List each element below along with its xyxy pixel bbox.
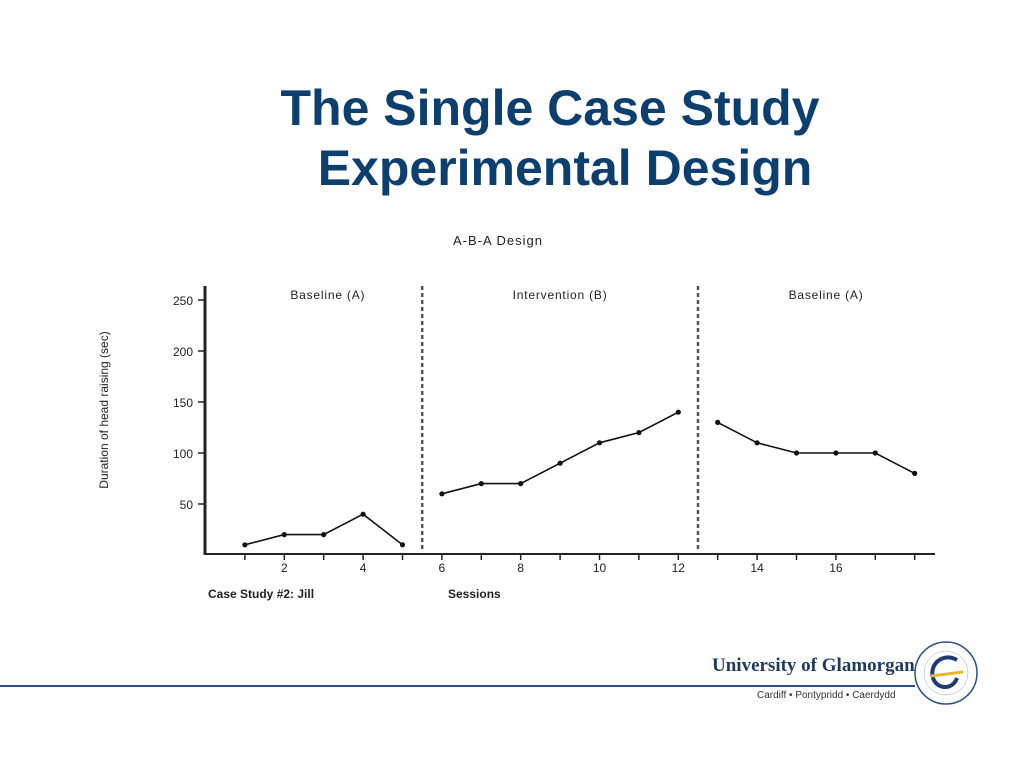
data-point bbox=[596, 440, 603, 446]
x-tick-label: 6 bbox=[439, 561, 446, 575]
data-point bbox=[439, 491, 445, 497]
y-tick-label: 100 bbox=[173, 447, 193, 461]
data-point bbox=[360, 511, 366, 517]
x-tick-label: 16 bbox=[829, 561, 843, 575]
data-point bbox=[281, 532, 287, 538]
aba-chart: A-B-A Design Duration of head raising (s… bbox=[97, 233, 935, 601]
phase-label: Intervention (B) bbox=[513, 288, 608, 302]
data-point bbox=[872, 450, 878, 456]
data-point bbox=[636, 430, 642, 436]
x-tick-label: 8 bbox=[517, 561, 524, 575]
university-cities: Cardiff • Pontypridd • Caerdydd bbox=[757, 690, 896, 701]
data-point bbox=[754, 440, 760, 446]
university-logo bbox=[914, 641, 978, 705]
x-axis-label: Sessions bbox=[448, 587, 501, 601]
footer-rule bbox=[0, 685, 915, 687]
data-point bbox=[321, 532, 327, 538]
phase-series-line bbox=[717, 421, 916, 475]
y-tick-label: 50 bbox=[180, 498, 194, 512]
x-tick-label: 2 bbox=[281, 561, 288, 575]
x-tick-label: 4 bbox=[360, 561, 367, 575]
chart-caption: Case Study #2: Jill bbox=[208, 587, 314, 601]
data-point bbox=[793, 450, 800, 456]
slide-title: The Single Case Study Experimental Desig… bbox=[200, 78, 900, 198]
y-tick-label: 250 bbox=[173, 294, 193, 308]
data-point bbox=[242, 542, 248, 548]
data-point bbox=[675, 409, 681, 415]
chart-title: A-B-A Design bbox=[453, 233, 543, 248]
x-tick-label: 10 bbox=[593, 561, 607, 575]
data-point bbox=[557, 460, 563, 466]
y-tick-label: 150 bbox=[173, 396, 193, 410]
data-point bbox=[715, 419, 721, 425]
title-line-2: Experimental Design bbox=[317, 140, 813, 196]
phase-series-line bbox=[441, 411, 679, 495]
data-point bbox=[399, 542, 406, 548]
phase-series-line bbox=[244, 513, 403, 546]
x-tick-label: 14 bbox=[750, 561, 764, 575]
phase-label: Baseline (A) bbox=[290, 288, 365, 302]
x-tick-label: 12 bbox=[672, 561, 686, 575]
y-tick-label: 200 bbox=[173, 345, 193, 359]
data-point bbox=[833, 450, 839, 456]
data-point bbox=[912, 470, 918, 476]
data-point bbox=[478, 481, 484, 487]
title-line-1: The Single Case Study bbox=[280, 80, 820, 136]
data-point bbox=[518, 481, 524, 487]
phase-label: Baseline (A) bbox=[789, 288, 864, 302]
y-axis-label: Duration of head raising (sec) bbox=[97, 331, 111, 488]
university-name: University of Glamorgan bbox=[712, 655, 915, 676]
